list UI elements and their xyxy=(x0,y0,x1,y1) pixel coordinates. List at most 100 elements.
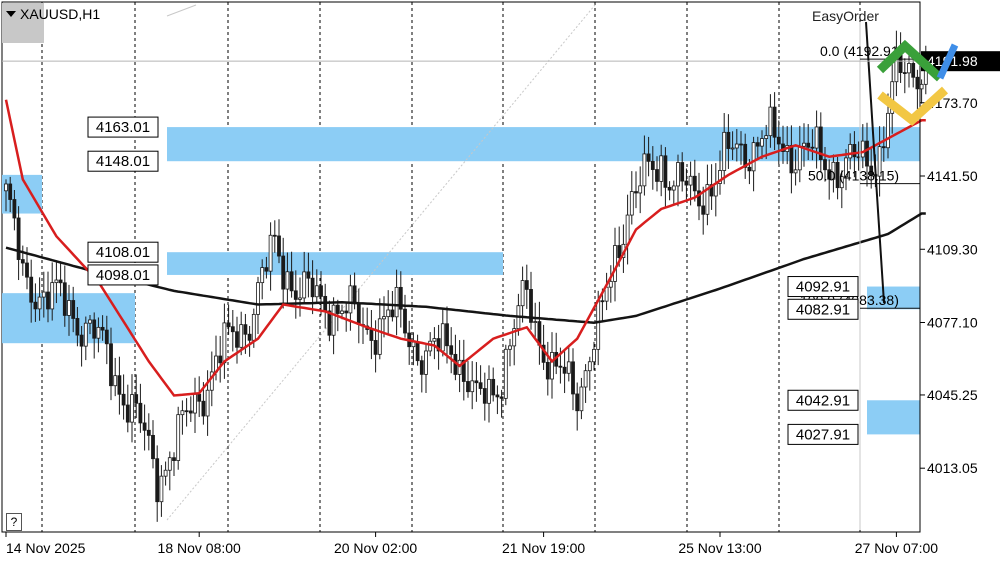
candle-body xyxy=(680,162,685,182)
candle-body xyxy=(151,434,155,460)
candle-body xyxy=(235,331,239,348)
candle-body xyxy=(592,348,596,363)
zone-price-box xyxy=(787,423,859,445)
candle-body xyxy=(29,276,34,303)
candle-body xyxy=(37,296,42,310)
candle-body xyxy=(298,297,302,300)
candle-body xyxy=(436,338,441,352)
time-axis-label: 25 Nov 13:00 xyxy=(678,540,761,556)
symbol-menu[interactable]: XAUUSD,H1 xyxy=(6,6,100,22)
candle-body xyxy=(92,319,97,339)
candle-body xyxy=(835,161,840,189)
help-button[interactable]: ? xyxy=(6,513,22,531)
candle-body xyxy=(764,135,769,139)
candle-body xyxy=(571,361,575,395)
candle-body xyxy=(865,140,869,167)
candle-body xyxy=(776,136,781,145)
candle-body xyxy=(688,175,693,186)
easy-order-label: EasyOrder xyxy=(812,8,879,24)
candle-body xyxy=(474,380,479,384)
zone-rect[interactable] xyxy=(167,127,920,162)
zone-price-box xyxy=(87,116,159,138)
candle-body xyxy=(54,279,59,284)
candle-body xyxy=(848,144,853,159)
candle-body xyxy=(650,160,655,170)
candle-body xyxy=(344,310,349,314)
candle-body xyxy=(760,138,764,147)
candle-body xyxy=(100,326,105,331)
price-axis-label: 4109.30 xyxy=(927,241,978,257)
candle-body xyxy=(684,180,689,186)
candle-body xyxy=(197,393,202,402)
zone-price-label: 4108.01 xyxy=(96,244,150,261)
candle-body xyxy=(487,378,491,404)
candle-body xyxy=(289,271,294,292)
candle-body xyxy=(340,310,344,314)
zone-price-box xyxy=(787,298,859,320)
candle-body xyxy=(319,285,323,297)
candle-body xyxy=(71,300,76,319)
candle-body xyxy=(390,309,395,318)
candle-body xyxy=(638,185,643,194)
zone-price-label: 4042.91 xyxy=(796,392,850,409)
candle-body xyxy=(373,340,378,355)
projection-line[interactable] xyxy=(865,21,885,304)
zone-rect[interactable] xyxy=(867,400,920,435)
candle-body xyxy=(239,324,244,348)
candle-body xyxy=(155,458,160,503)
candle-body xyxy=(251,313,256,341)
candle-body xyxy=(709,184,714,197)
candle-body xyxy=(818,126,823,160)
candle-body xyxy=(163,469,168,477)
candle-body xyxy=(16,217,21,260)
candle-body xyxy=(104,329,109,345)
candle-body xyxy=(466,381,470,393)
candle-body xyxy=(600,300,605,303)
candle-body xyxy=(277,235,281,257)
candle-body xyxy=(831,161,836,180)
candle-body xyxy=(335,304,340,314)
candle-body xyxy=(512,328,517,347)
candle-body xyxy=(902,72,907,74)
zone-price-label: 4098.01 xyxy=(96,267,150,284)
candle-body xyxy=(348,285,353,314)
candle-body xyxy=(20,259,25,264)
candle-body xyxy=(676,162,680,187)
candle-body xyxy=(398,286,403,310)
logo-yellow-mark xyxy=(877,86,949,126)
candle-body xyxy=(550,352,554,380)
candle-body xyxy=(138,402,143,424)
zone-price-box xyxy=(87,264,159,286)
candle-body xyxy=(860,140,865,158)
time-axis-label: 27 Nov 07:00 xyxy=(855,540,938,556)
candle-body xyxy=(919,83,924,90)
candle-body xyxy=(50,282,55,310)
zone-price-box xyxy=(787,276,859,298)
candle-body xyxy=(839,176,844,189)
candle-body xyxy=(369,329,374,341)
candle-body xyxy=(562,366,567,374)
price-axis-label: 4141.50 xyxy=(927,168,978,184)
candle-body xyxy=(768,106,773,137)
candle-body xyxy=(306,271,311,279)
candle-body xyxy=(587,361,592,372)
zone-rect[interactable] xyxy=(167,252,503,275)
candle-body xyxy=(697,190,701,207)
candle-body xyxy=(167,457,172,471)
candle-body xyxy=(62,282,67,316)
candle-body xyxy=(67,300,71,316)
candle-body xyxy=(352,285,357,305)
zone-rect[interactable] xyxy=(867,286,920,310)
candle-body xyxy=(718,170,722,184)
candle-body xyxy=(205,389,210,417)
logo-blue-mark xyxy=(936,43,959,80)
candle-body xyxy=(281,255,286,290)
time-axis-label: 20 Nov 02:00 xyxy=(334,540,417,556)
candle-body xyxy=(4,183,8,192)
candle-body xyxy=(302,271,307,299)
zone-price-label: 4148.01 xyxy=(96,153,150,170)
candle-body xyxy=(579,386,584,412)
dropdown-triangle-icon[interactable] xyxy=(6,11,16,17)
ma-fast-line xyxy=(4,99,926,397)
